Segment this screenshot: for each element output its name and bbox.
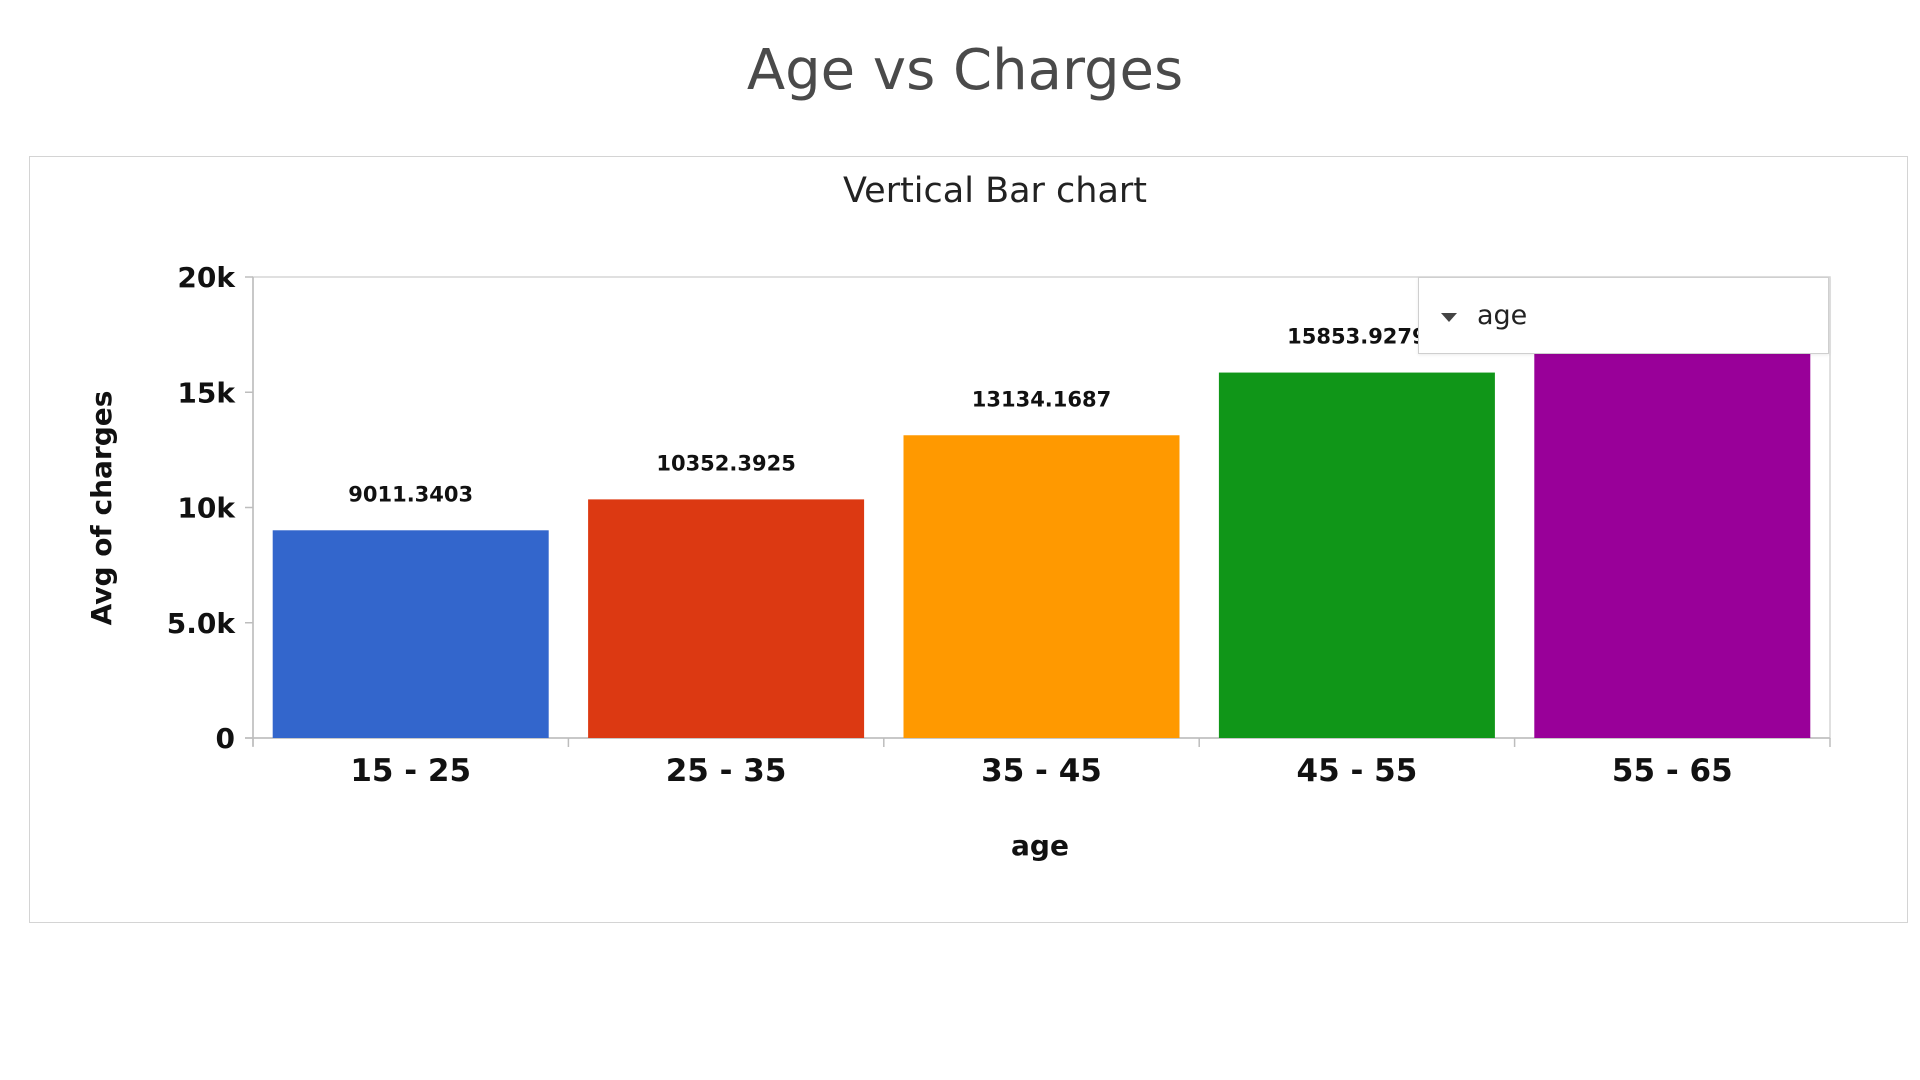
y-axis-title: Avg of charges	[85, 391, 118, 626]
chart-title: Vertical Bar chart	[842, 171, 1148, 211]
y-tick-label: 0	[216, 722, 235, 755]
x-tick-label: 25 - 35	[666, 753, 787, 789]
y-tick-label: 15k	[177, 376, 236, 409]
bar[interactable]	[588, 499, 865, 738]
x-axis-title: age	[1011, 829, 1069, 862]
bars	[272, 353, 1811, 738]
y-tick-label: 5.0k	[167, 607, 237, 640]
bar-data-label: 10352.3925	[656, 451, 795, 475]
bar-data-label: 9011.3403	[348, 482, 473, 506]
data-labels: 9011.3403 10352.3925 13134.1687 15853.9279	[348, 325, 1426, 507]
bar-data-label: 13134.1687	[972, 387, 1111, 411]
bar[interactable]	[1534, 353, 1811, 738]
x-tick-label: 15 - 25	[350, 753, 471, 789]
x-tick-label: 55 - 65	[1612, 753, 1733, 789]
bar[interactable]	[903, 435, 1180, 738]
page-title: Age vs Charges	[746, 38, 1184, 103]
y-tick-label: 20k	[177, 261, 236, 294]
bar[interactable]	[272, 530, 549, 738]
y-tick-label: 10k	[177, 492, 236, 525]
bar[interactable]	[1218, 372, 1495, 738]
x-tick-label: 35 - 45	[981, 753, 1102, 789]
legend-label: age	[1477, 300, 1528, 331]
bar-data-label: 15853.9279	[1287, 325, 1426, 349]
caret-down-icon	[1441, 313, 1457, 322]
x-tick-label: 45 - 55	[1297, 753, 1418, 789]
legend-dropdown[interactable]: age	[1418, 277, 1829, 354]
